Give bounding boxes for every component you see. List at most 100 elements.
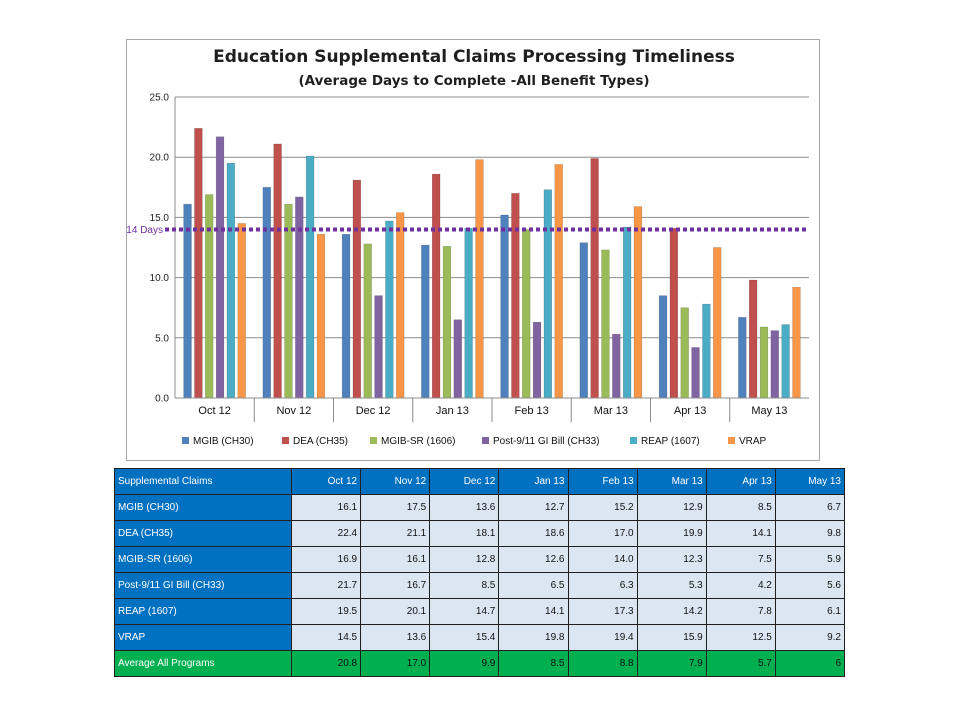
table-cell: 14.1 — [498, 598, 569, 625]
x-category-label: Feb 13 — [515, 405, 549, 417]
y-tick-label: 25.0 — [150, 93, 170, 104]
table-cell: 6.1 — [774, 598, 846, 625]
table-cell: 12.7 — [498, 494, 569, 521]
table-average-row: Average All Programs 20.8 17.0 9.9 8.5 8.8 7.9… — [114, 650, 846, 677]
bar — [554, 164, 563, 399]
table-row: REAP (1607) 19.5 20.1 14.7 14.1 17.3 14.2 7.8 6.… — [114, 598, 846, 625]
bar — [522, 229, 531, 399]
legend-label: MGIB (CH30) — [193, 436, 254, 447]
table-column-header: May 13 — [774, 468, 846, 495]
table-cell: 19.8 — [498, 624, 569, 651]
bar — [194, 128, 203, 399]
bar — [262, 187, 271, 399]
table-row-label: DEA (CH35) — [114, 520, 292, 547]
bar — [543, 189, 553, 399]
y-tick-label: 0.0 — [155, 394, 169, 405]
bar — [500, 214, 509, 399]
table-column-header: Jan 13 — [498, 468, 569, 495]
bar — [396, 212, 405, 399]
bar — [713, 247, 722, 399]
table-cell: 16.7 — [360, 572, 431, 599]
table-cell: 15.4 — [429, 624, 500, 651]
table-cell: 20.1 — [360, 598, 431, 625]
table-cell: 19.5 — [290, 598, 362, 625]
bar — [622, 226, 632, 399]
x-category-label: Dec 12 — [356, 405, 391, 417]
legend-label: REAP (1607) — [641, 436, 700, 447]
table-row-label: Average All Programs — [114, 650, 292, 677]
legend-swatch — [182, 437, 189, 444]
bar — [352, 179, 362, 399]
bar — [633, 206, 643, 399]
x-category-label: Mar 13 — [594, 405, 628, 417]
table-cell: 12.3 — [636, 546, 707, 573]
table-cell: 6 — [774, 650, 846, 677]
y-tick-label: 5.0 — [155, 333, 169, 344]
table-row-label: Post-9/11 GI Bill (CH33) — [114, 572, 292, 599]
table-column-header: Nov 12 — [360, 468, 431, 495]
bar — [215, 136, 225, 399]
bar — [532, 321, 542, 399]
table-cell: 22.4 — [290, 520, 362, 547]
bar — [316, 234, 326, 399]
table-cell: 14.5 — [290, 624, 362, 651]
table-row: MGIB (CH30) 16.1 17.5 13.6 12.7 15.2 12.9 8.5 6.… — [114, 494, 846, 521]
x-category-label: Jan 13 — [436, 405, 469, 417]
table-row-label: VRAP — [114, 624, 292, 651]
table-cell: 18.1 — [429, 520, 500, 547]
legend-label: DEA (CH35) — [293, 436, 348, 447]
table-cell: 8.8 — [567, 650, 638, 677]
data-table: Supplemental Claims Oct 12 Nov 12 Dec 12 Jan… — [114, 468, 846, 677]
chart-title: Education Supplemental Claims Processing… — [213, 47, 735, 67]
chart-area: Education Supplemental Claims Processing… — [126, 39, 820, 461]
bar — [374, 295, 383, 399]
bar — [237, 223, 246, 399]
bar — [691, 347, 700, 399]
legend-swatch — [282, 437, 289, 444]
bar — [363, 243, 372, 399]
bar — [341, 234, 351, 399]
legend-swatch — [370, 437, 377, 444]
x-category-label: Nov 12 — [276, 405, 311, 417]
table-cell: 6.5 — [498, 572, 569, 599]
table-cell: 5.9 — [774, 546, 846, 573]
bar — [781, 324, 790, 399]
bar — [601, 249, 610, 399]
bar — [590, 158, 599, 399]
bar — [385, 220, 394, 399]
x-category-label: May 13 — [751, 405, 787, 417]
bar-chart: Education Supplemental Claims Processing… — [127, 47, 809, 447]
table-cell: 9.2 — [774, 624, 846, 651]
table-column-header: Mar 13 — [636, 468, 707, 495]
bar — [738, 317, 747, 399]
table-cell: 21.7 — [290, 572, 362, 599]
bar — [511, 193, 520, 399]
table-cell: 8.5 — [498, 650, 569, 677]
table-cell: 20.8 — [290, 650, 362, 677]
bar — [453, 319, 462, 399]
table-cell: 17.3 — [567, 598, 638, 625]
bar — [702, 303, 711, 399]
table-cell: 7.5 — [705, 546, 776, 573]
bar — [748, 279, 758, 399]
table-column-header: Apr 13 — [705, 468, 776, 495]
bar — [226, 162, 236, 399]
table-cell: 7.9 — [636, 650, 707, 677]
table-cell: 19.4 — [567, 624, 638, 651]
y-tick-label: 20.0 — [150, 153, 170, 164]
table-cell: 15.2 — [567, 494, 638, 521]
table-cell: 15.9 — [636, 624, 707, 651]
bar — [669, 227, 679, 399]
bar — [305, 155, 315, 399]
table-cell: 14.0 — [567, 546, 638, 573]
table-cell: 5.3 — [636, 572, 707, 599]
bar — [442, 246, 452, 399]
table-row: Post-9/11 GI Bill (CH33) 21.7 16.7 8.5 6.5 6.… — [114, 572, 846, 599]
table-cell: 12.8 — [429, 546, 500, 573]
bar — [464, 227, 473, 399]
bar — [770, 330, 779, 399]
x-category-label: Apr 13 — [674, 405, 706, 417]
table-cell: 5.6 — [774, 572, 846, 599]
bar — [579, 242, 588, 399]
table-cell: 6.7 — [774, 494, 846, 521]
